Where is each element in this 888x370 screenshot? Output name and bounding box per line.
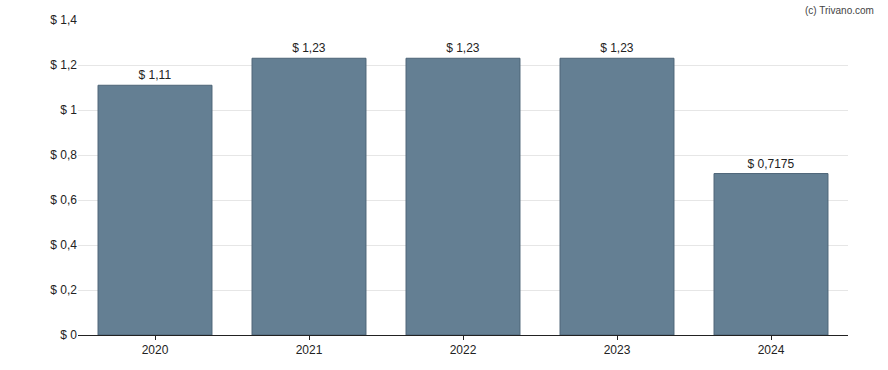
- svg-text:$ 1,2: $ 1,2: [50, 58, 77, 72]
- svg-text:$ 1,23: $ 1,23: [446, 41, 480, 55]
- svg-text:$ 1,23: $ 1,23: [292, 41, 326, 55]
- svg-text:$ 0,4: $ 0,4: [50, 238, 77, 252]
- svg-text:$ 1,23: $ 1,23: [600, 41, 634, 55]
- svg-text:$ 0,2: $ 0,2: [50, 283, 77, 297]
- svg-text:$ 0,7175: $ 0,7175: [747, 157, 794, 171]
- svg-text:$ 0,8: $ 0,8: [50, 148, 77, 162]
- svg-text:$ 1: $ 1: [60, 103, 77, 117]
- svg-text:$ 0,6: $ 0,6: [50, 193, 77, 207]
- svg-text:2024: 2024: [758, 343, 785, 357]
- svg-text:2020: 2020: [142, 343, 169, 357]
- svg-text:$ 1,11: $ 1,11: [139, 68, 172, 82]
- svg-text:(c) Trivano.com: (c) Trivano.com: [805, 5, 874, 16]
- svg-text:$ 1,4: $ 1,4: [50, 13, 77, 27]
- svg-text:2021: 2021: [296, 343, 323, 357]
- svg-text:2023: 2023: [604, 343, 631, 357]
- svg-text:2022: 2022: [450, 343, 477, 357]
- svg-text:$ 0: $ 0: [60, 328, 77, 342]
